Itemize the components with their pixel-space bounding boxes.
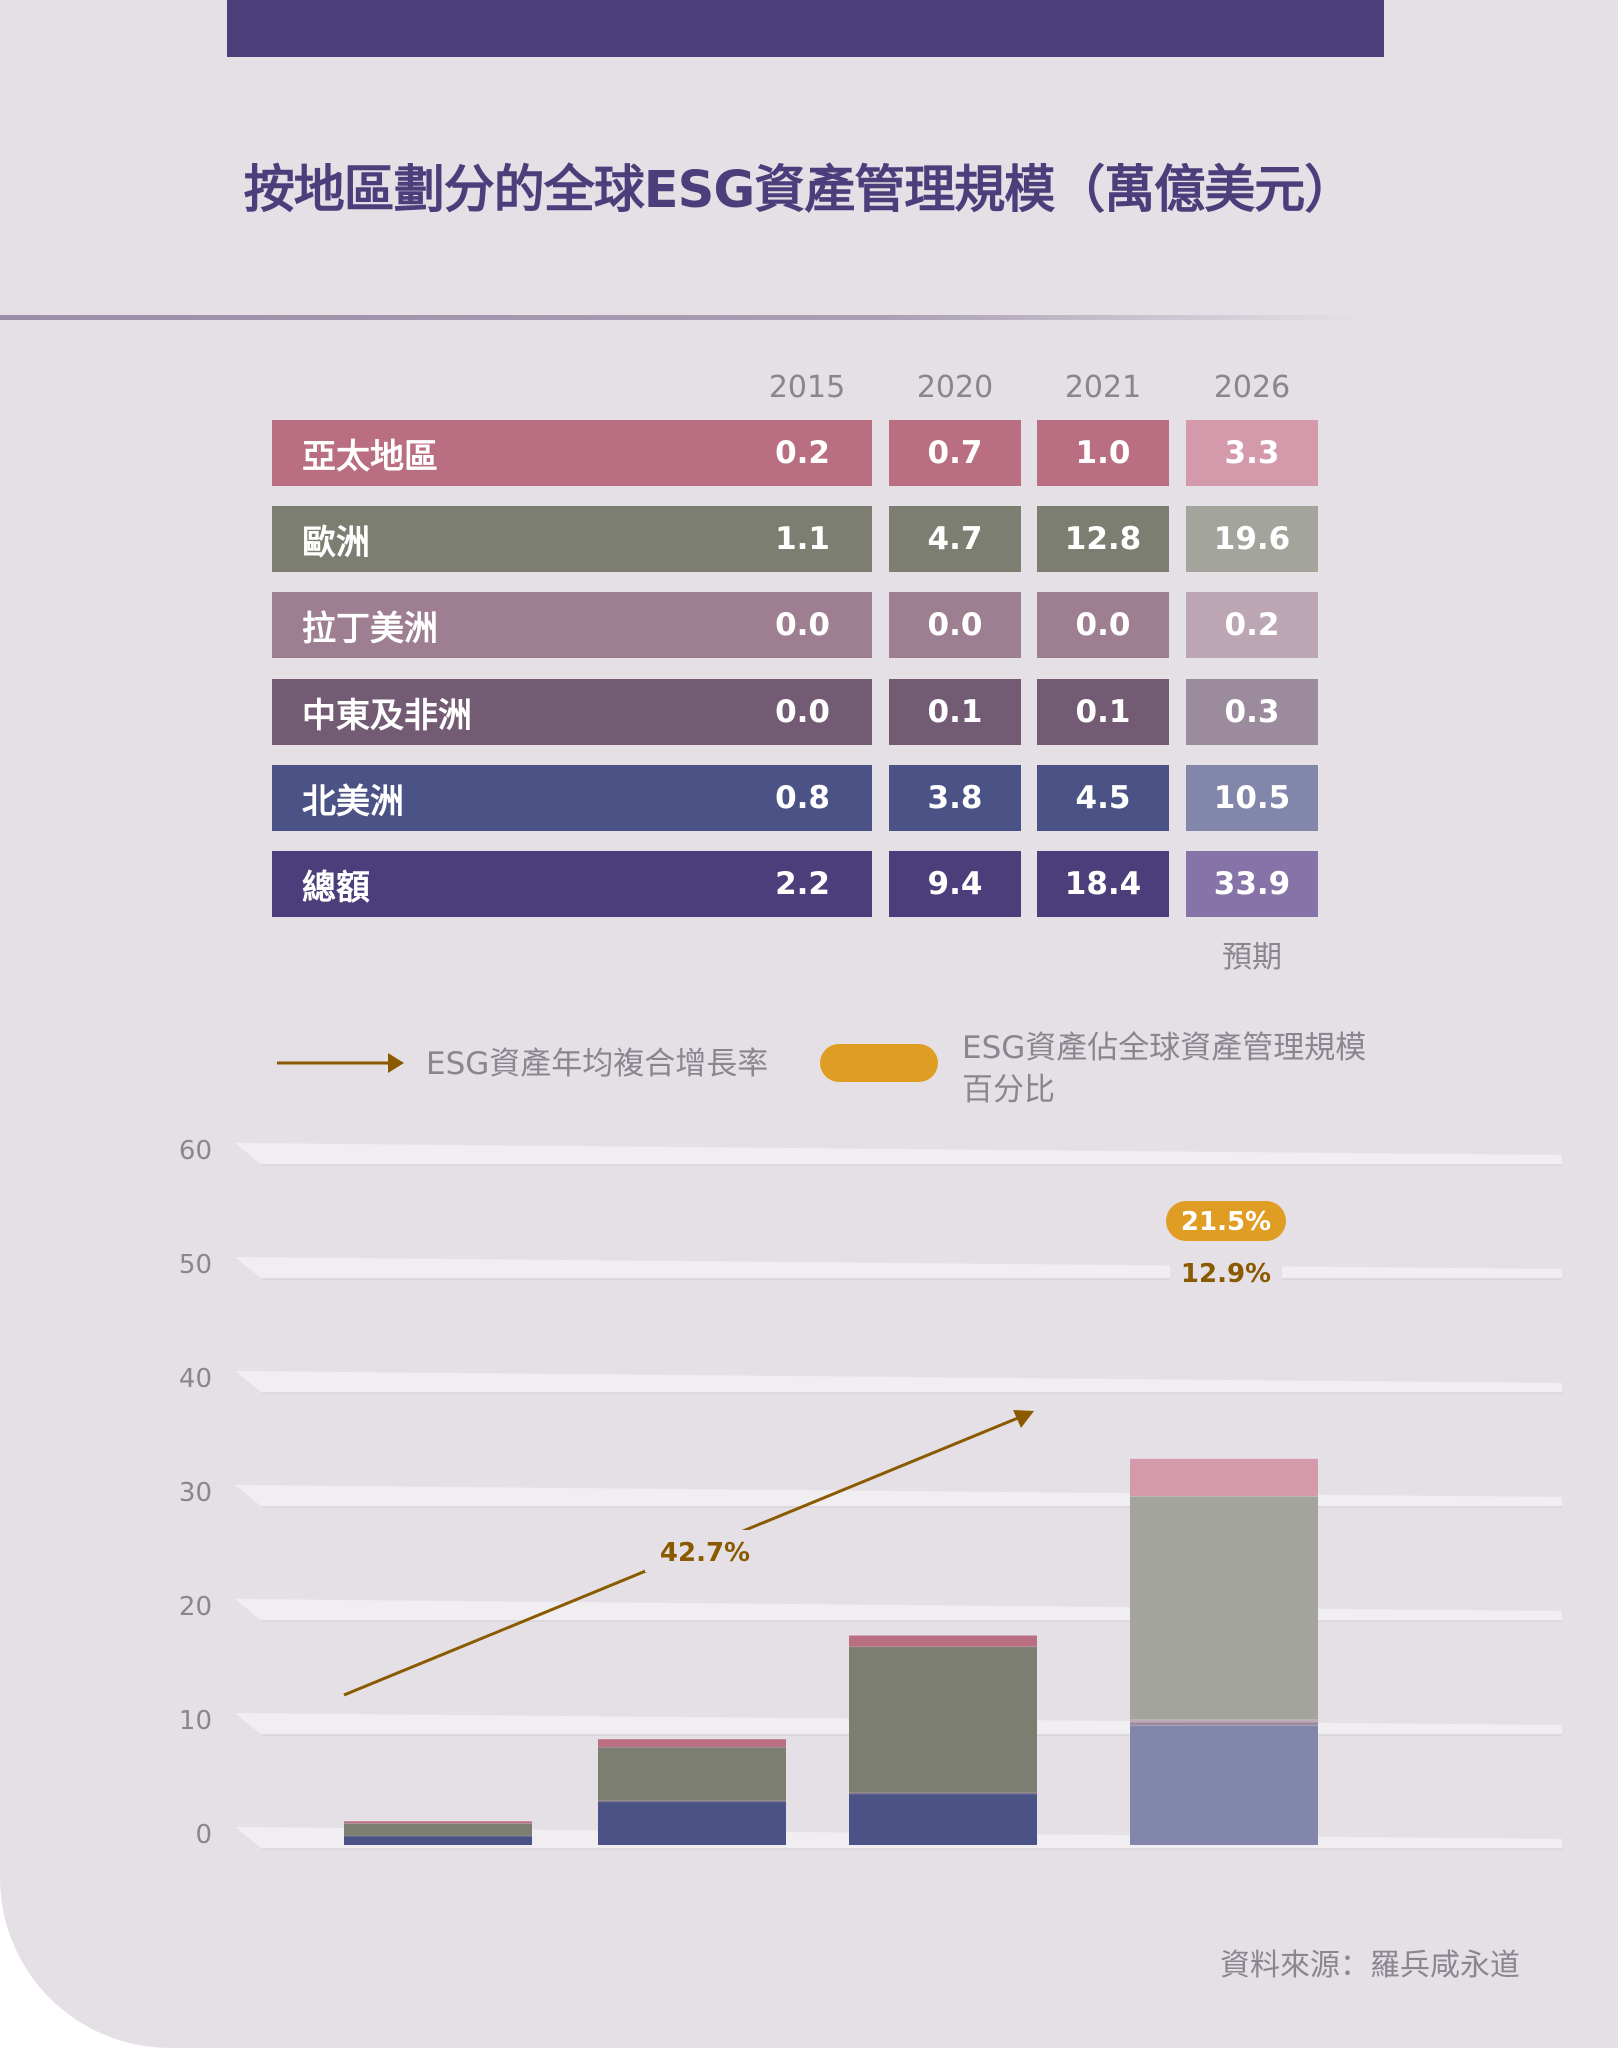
forecast-pill [1166, 1201, 1286, 1241]
bar-segment [598, 1801, 786, 1845]
page-title: 按地區劃分的全球ESG資產管理規模（萬億美元） [243, 161, 1355, 220]
region-label: 拉丁美洲 [302, 608, 438, 649]
value-2026: 10.5 [1186, 765, 1318, 831]
region-label: 總額 [302, 867, 370, 908]
region-label: 亞太地區 [302, 436, 438, 477]
y-tick-label: 10 [179, 1706, 212, 1736]
value-2021: 0.1 [1037, 679, 1169, 745]
y-tick-label: 30 [179, 1478, 212, 1508]
value-2026: 33.9 [1186, 851, 1318, 917]
value-2020: 0.0 [889, 592, 1021, 658]
legend-cagr-label: ESG資產年均複合增長率 [426, 1046, 769, 1082]
table-row: 拉丁美洲 0.0 [272, 592, 872, 658]
table-row: 中東及非洲 0.0 [272, 679, 872, 745]
value-2021: 12.8 [1037, 506, 1169, 572]
year-header-2026: 2026 [1213, 370, 1291, 405]
bar-segment [598, 1800, 786, 1802]
bar-segment [1130, 1496, 1318, 1720]
y-tick-label: 20 [179, 1592, 212, 1622]
region-label: 北美洲 [302, 781, 404, 822]
forecast-pill-label: 21.5% [1181, 1207, 1271, 1237]
header-bar [227, 0, 1384, 57]
value-2021: 1.0 [1037, 420, 1169, 486]
bar-segment [598, 1746, 786, 1801]
legend-share-label-line2: 百分比 [962, 1072, 1055, 1108]
table-row: 歐洲 1.1 [272, 506, 872, 572]
y-tick-label: 0 [195, 1820, 212, 1850]
cagr-label-bg [645, 1530, 765, 1572]
bar-segment [1130, 1458, 1318, 1497]
gridline [235, 1257, 1562, 1279]
gridline [235, 1371, 1562, 1393]
bar-segment [849, 1646, 1037, 1793]
gridline [235, 1599, 1562, 1621]
value-2021: 18.4 [1037, 851, 1169, 917]
legend-pill-icon [820, 1044, 938, 1082]
year-header-2021: 2021 [1064, 370, 1142, 405]
bar-segment [849, 1635, 1037, 1647]
value-2020: 3.8 [889, 765, 1021, 831]
value-2026: 3.3 [1186, 420, 1318, 486]
bar-segment [598, 1738, 786, 1747]
y-tick-label: 50 [179, 1250, 212, 1280]
cagr-label: 42.7% [660, 1538, 750, 1568]
value-2026: 0.2 [1186, 592, 1318, 658]
bar-segment [344, 1821, 532, 1824]
value-2026: 0.3 [1186, 679, 1318, 745]
legend-share-label-line1: ESG資產佔全球資產管理規模 [962, 1030, 1367, 1066]
value-2020: 9.4 [889, 851, 1021, 917]
bar-segment [1130, 1719, 1318, 1722]
cagr-arrow-head [1013, 1410, 1034, 1428]
bar-segment [1130, 1725, 1318, 1845]
table-row: 總額 2.2 [272, 851, 872, 917]
region-label: 歐洲 [302, 522, 370, 563]
year-header-2020: 2020 [916, 370, 994, 405]
year-header-2015: 2015 [768, 370, 846, 405]
bar-segment [849, 1792, 1037, 1794]
value-2021: 0.0 [1037, 592, 1169, 658]
y-tick-label: 40 [179, 1364, 212, 1394]
source-note: 資料來源：羅兵咸永道 [1220, 1948, 1520, 1983]
title-divider [0, 315, 1360, 320]
value-2020: 4.7 [889, 506, 1021, 572]
forecast-cagr-bg [1170, 1256, 1282, 1290]
gridline [235, 1485, 1562, 1507]
forecast-label: 預期 [1222, 940, 1282, 975]
gridline [235, 1143, 1562, 1165]
value-2015: 0.0 [775, 607, 830, 643]
region-label: 中東及非洲 [302, 695, 472, 736]
y-tick-label: 60 [179, 1136, 212, 1166]
table-row: 亞太地區 0.2 [272, 420, 872, 486]
forecast-cagr-label: 12.9% [1181, 1259, 1271, 1289]
value-2015: 0.2 [775, 435, 830, 471]
value-2015: 1.1 [775, 521, 830, 557]
table-row: 北美洲 0.8 [272, 765, 872, 831]
value-2020: 0.1 [889, 679, 1021, 745]
bar-segment [344, 1835, 532, 1845]
value-2020: 0.7 [889, 420, 1021, 486]
bar-segment [849, 1793, 1037, 1845]
value-2015: 0.0 [775, 694, 830, 730]
bar-segment [1130, 1721, 1318, 1726]
value-2026: 19.6 [1186, 506, 1318, 572]
value-2021: 4.5 [1037, 765, 1169, 831]
value-2015: 2.2 [775, 866, 830, 902]
value-2015: 0.8 [775, 780, 830, 816]
bar-segment [344, 1823, 532, 1836]
